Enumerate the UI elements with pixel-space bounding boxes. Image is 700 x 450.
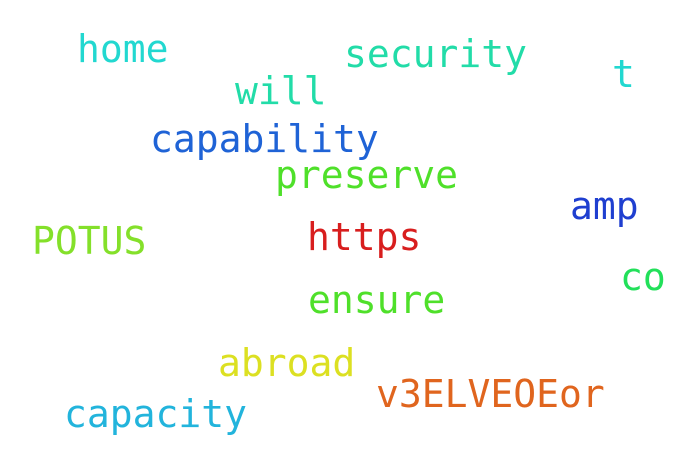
word-capability: capability — [150, 117, 379, 161]
word-v3elveoeor: v3ELVEOEor — [376, 372, 605, 416]
word-potus: POTUS — [32, 219, 147, 263]
word-preserve: preserve — [275, 153, 459, 197]
word-https: https — [307, 215, 422, 259]
word-co: co — [620, 255, 666, 299]
word-amp: amp — [570, 184, 639, 228]
word-capacity: capacity — [64, 392, 248, 436]
word-security: security — [344, 32, 528, 76]
word-t: t — [612, 52, 635, 96]
word-ensure: ensure — [308, 278, 446, 322]
word-home: home — [77, 27, 169, 71]
word-will: will — [235, 69, 327, 113]
word-abroad: abroad — [218, 341, 356, 385]
